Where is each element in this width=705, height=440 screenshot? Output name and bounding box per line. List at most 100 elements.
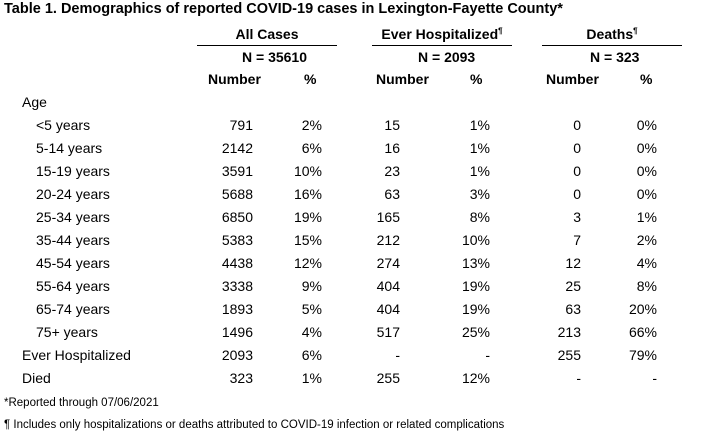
- row-label: 20-24 years: [36, 186, 110, 202]
- table-cell: 213: [557, 324, 581, 340]
- row-label: 5-14 years: [36, 140, 103, 156]
- table-cell: 0%: [636, 163, 657, 179]
- table-cell: 2%: [301, 117, 322, 133]
- table-cell: 0%: [636, 186, 657, 202]
- table-cell: 4438: [221, 255, 253, 271]
- table-cell: 63: [384, 186, 400, 202]
- table-cell: 323: [229, 370, 253, 386]
- row-label: Died: [22, 370, 51, 386]
- table-cell: 6850: [221, 209, 253, 225]
- table-cell: 165: [376, 209, 400, 225]
- table-cell: 8%: [469, 209, 490, 225]
- n-hospitalized: N = 2093: [418, 49, 476, 65]
- table-cell: 12%: [293, 255, 322, 271]
- table-cell: 3591: [221, 163, 253, 179]
- col-header-pct: %: [304, 71, 317, 87]
- table-cell: 3%: [469, 186, 490, 202]
- table-cell: 517: [376, 324, 400, 340]
- table-cell: 4%: [636, 255, 657, 271]
- table-cell: 212: [376, 232, 400, 248]
- table-cell: 3338: [221, 278, 253, 294]
- table-cell: 1893: [221, 301, 253, 317]
- table-cell: 25: [565, 278, 581, 294]
- table-cell: 255: [376, 370, 400, 386]
- table-cell: 12%: [461, 370, 490, 386]
- footnote-reported: *Reported through 07/06/2021: [4, 397, 159, 409]
- table-title: Table 1. Demographics of reported COVID-…: [4, 1, 563, 17]
- table-cell: 1%: [636, 209, 657, 225]
- n-all-cases: N = 35610: [242, 49, 307, 65]
- row-label: 65-74 years: [36, 301, 110, 317]
- table-cell: 19%: [293, 209, 322, 225]
- section-label-age: Age: [22, 94, 47, 110]
- pilcrow-mark: ¶: [633, 26, 638, 36]
- table-cell: 12: [565, 255, 581, 271]
- table-cell: 3: [573, 209, 581, 225]
- table-cell: 8%: [636, 278, 657, 294]
- table-cell: 1%: [469, 117, 490, 133]
- table-cell: 0%: [636, 140, 657, 156]
- table-cell: 0%: [636, 117, 657, 133]
- table-cell: 79%: [628, 347, 657, 363]
- table-cell: 2142: [221, 140, 253, 156]
- row-label: 15-19 years: [36, 163, 110, 179]
- row-label: 35-44 years: [36, 232, 110, 248]
- col-header-number: Number: [376, 71, 429, 87]
- row-label: Ever Hospitalized: [22, 347, 131, 363]
- row-label: <5 years: [36, 117, 91, 133]
- table-cell: 25%: [461, 324, 490, 340]
- col-header-pct: %: [470, 71, 483, 87]
- table-cell: 10%: [293, 163, 322, 179]
- n-deaths: N = 323: [590, 49, 640, 65]
- table-cell: 15: [384, 117, 400, 133]
- row-label: 75+ years: [36, 324, 98, 340]
- table-cell: 5383: [221, 232, 253, 248]
- table-cell: 0: [573, 117, 581, 133]
- table-cell: 791: [229, 117, 253, 133]
- pilcrow-mark: ¶: [498, 26, 503, 36]
- table-cell: -: [652, 370, 657, 386]
- table-cell: 0: [573, 186, 581, 202]
- table-cell: -: [485, 347, 490, 363]
- footnote-pilcrow: ¶ Includes only hospitalizations or deat…: [4, 419, 505, 431]
- row-label: 25-34 years: [36, 209, 110, 225]
- table-cell: 1%: [301, 370, 322, 386]
- table-cell: 63: [565, 301, 581, 317]
- table-cell: 2093: [221, 347, 253, 363]
- table-cell: 4%: [301, 324, 322, 340]
- table-cell: 23: [384, 163, 400, 179]
- table-cell: 9%: [301, 278, 322, 294]
- table-cell: 6%: [301, 140, 322, 156]
- table-cell: 0: [573, 163, 581, 179]
- table-cell: 16: [384, 140, 400, 156]
- table-cell: -: [395, 347, 400, 363]
- table-cell: 66%: [628, 324, 657, 340]
- table-cell: 19%: [461, 301, 490, 317]
- group-header-deaths: Deaths¶: [542, 26, 682, 46]
- col-header-number: Number: [546, 71, 599, 87]
- table-cell: 6%: [301, 347, 322, 363]
- group-name: Ever Hospitalized: [381, 26, 499, 42]
- table-cell: 404: [376, 278, 400, 294]
- row-label: 55-64 years: [36, 278, 110, 294]
- table-cell: 0: [573, 140, 581, 156]
- table-cell: 5%: [301, 301, 322, 317]
- col-header-number: Number: [208, 71, 261, 87]
- table-cell: 2%: [636, 232, 657, 248]
- table-cell: 255: [557, 347, 581, 363]
- table-cell: 20%: [628, 301, 657, 317]
- table-cell: 1496: [221, 324, 253, 340]
- row-label: 45-54 years: [36, 255, 110, 271]
- col-header-pct: %: [640, 71, 653, 87]
- table-cell: -: [576, 370, 581, 386]
- table-cell: 5688: [221, 186, 253, 202]
- table-cell: 19%: [461, 278, 490, 294]
- table-cell: 7: [573, 232, 581, 248]
- table-cell: 16%: [293, 186, 322, 202]
- table-cell: 13%: [461, 255, 490, 271]
- group-name: Deaths: [586, 26, 634, 42]
- table-cell: 10%: [461, 232, 490, 248]
- group-header-all-cases: All Cases: [197, 26, 337, 46]
- group-header-ever-hospitalized: Ever Hospitalized¶: [372, 26, 512, 46]
- table-cell: 15%: [293, 232, 322, 248]
